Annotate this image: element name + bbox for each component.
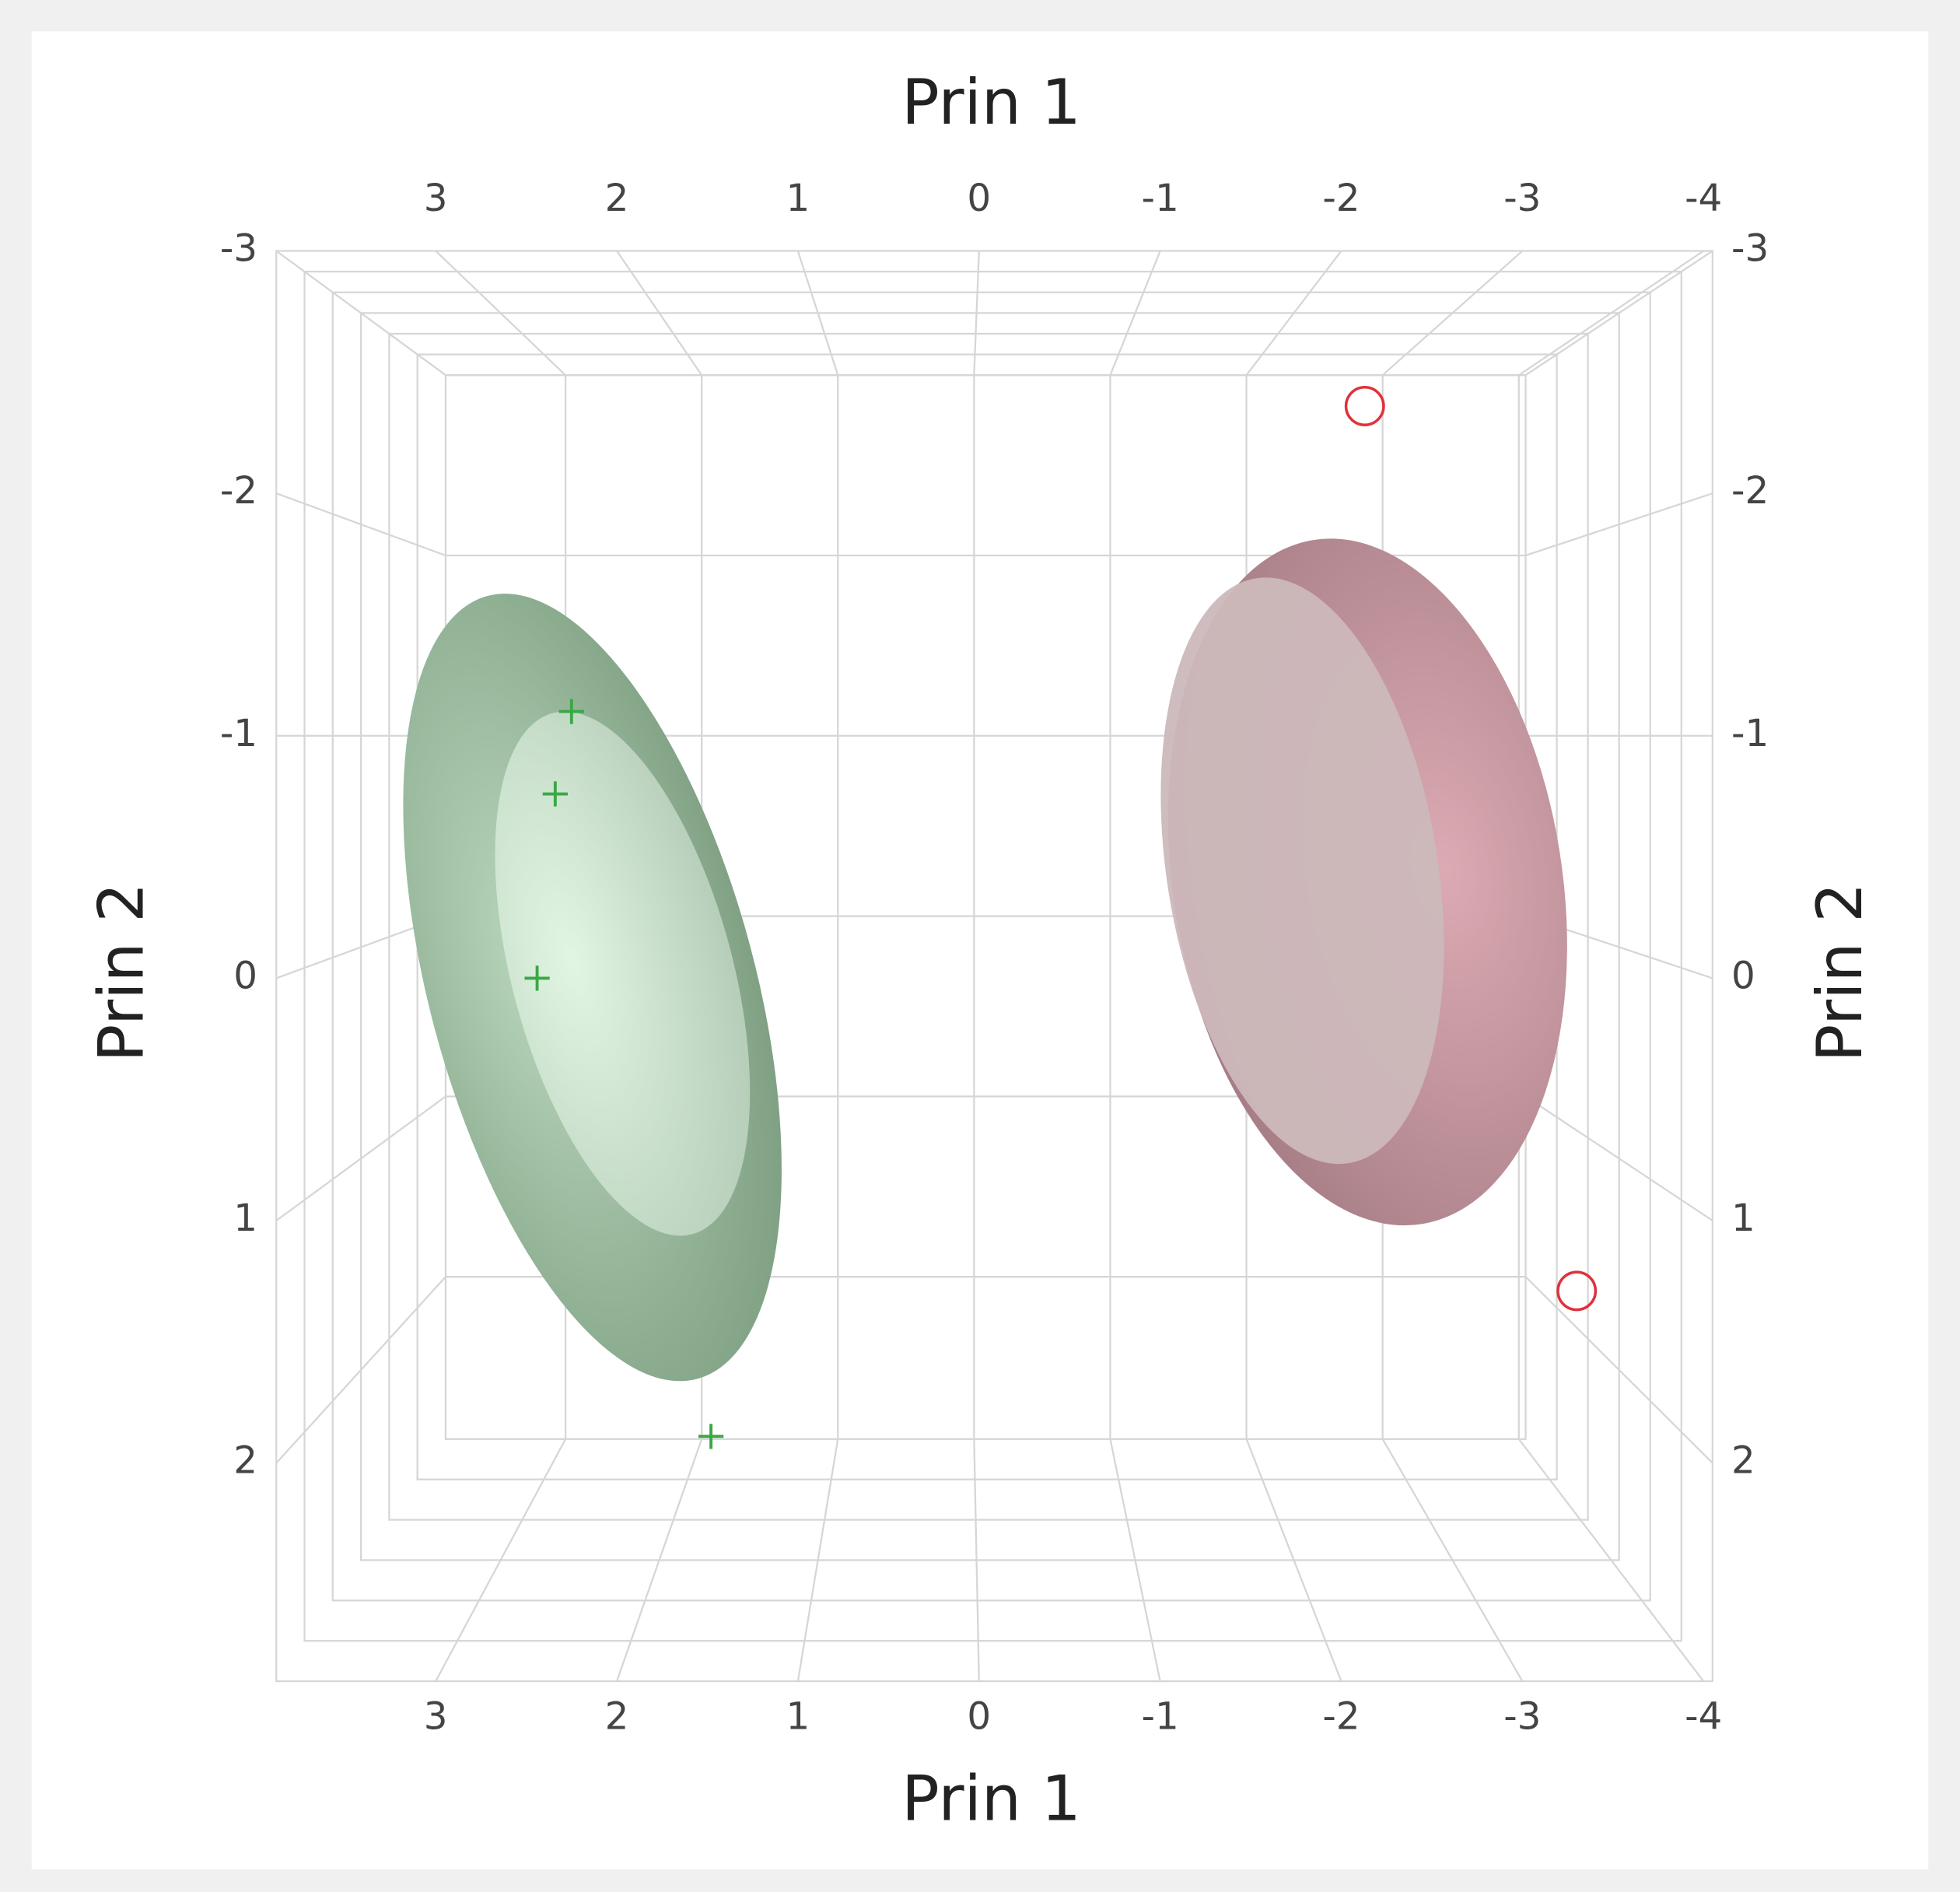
point	[1344, 386, 1385, 426]
x-grid-line	[973, 251, 980, 1682]
x-tick-label-bottom: 2	[605, 1694, 629, 1738]
y-tick-label-left: -1	[220, 712, 257, 755]
x-tick-label-top: -2	[1322, 177, 1360, 220]
depth-frame	[331, 291, 1651, 1602]
x-tick-label-bottom: -3	[1503, 1694, 1541, 1738]
x-tick-label-bottom: 0	[967, 1694, 991, 1738]
plot-background	[31, 31, 1929, 1869]
x-grid-line	[1109, 251, 1161, 1682]
y-grid-line	[275, 1276, 1713, 1464]
point	[1556, 1270, 1598, 1312]
x-tick-label-top: 3	[424, 177, 448, 220]
x-tick-label-top: 1	[786, 177, 810, 220]
x-axis-title-bottom: Prin 1	[901, 1762, 1081, 1835]
grid	[275, 250, 1713, 1683]
y-grid-line	[275, 1095, 1713, 1221]
depth-frame	[303, 271, 1682, 1642]
x-tick-label-top: -1	[1141, 177, 1178, 220]
x-tick-label-top: -4	[1685, 177, 1722, 220]
x-tick-label-top: 0	[967, 177, 991, 220]
depth-frame	[275, 250, 1713, 1683]
depth-frame	[388, 332, 1589, 1521]
y-axis-title-left: Prin 2	[86, 882, 159, 1062]
y-tick-label-left: -2	[220, 469, 257, 513]
y-tick-label-right: -2	[1731, 469, 1769, 513]
y-grid-line	[275, 250, 1713, 377]
y-tick-label-left: 1	[233, 1197, 257, 1240]
x-axis-title-top: Prin 1	[901, 66, 1081, 139]
x-tick-label-top: 2	[605, 177, 629, 220]
y-tick-label-right: 0	[1731, 954, 1755, 997]
y-axis-title-right: Prin 2	[1804, 882, 1877, 1062]
x-grid-line	[796, 251, 839, 1682]
x-tick-label-bottom: -2	[1322, 1694, 1360, 1738]
ellipsoids	[403, 538, 1567, 1382]
y-grid-line	[275, 492, 1713, 557]
red-ellipsoid-highlight	[1160, 577, 1444, 1165]
y-tick-label-right: -1	[1731, 712, 1769, 755]
green-ellipsoid-highlight	[495, 711, 751, 1236]
point	[698, 1424, 724, 1449]
y-tick-label-left: -3	[220, 227, 257, 271]
points	[524, 386, 1598, 1449]
depth-frame	[359, 312, 1620, 1561]
point	[558, 699, 584, 724]
y-tick-label-right: 1	[1731, 1197, 1755, 1240]
x-tick-label-top: -3	[1503, 177, 1541, 220]
y-grid-line	[275, 915, 1713, 979]
point	[542, 781, 568, 807]
y-tick-label-left: 0	[233, 954, 257, 997]
x-tick-label-bottom: 3	[424, 1694, 448, 1738]
x-tick-label-bottom: 1	[786, 1694, 810, 1738]
x-tick-label-bottom: -1	[1141, 1694, 1178, 1738]
x-tick-label-bottom: -4	[1685, 1694, 1722, 1738]
point	[524, 965, 550, 991]
y-tick-label-left: 2	[233, 1439, 257, 1483]
y-tick-label-right: -3	[1731, 227, 1769, 271]
y-tick-label-right: 2	[1731, 1439, 1755, 1483]
